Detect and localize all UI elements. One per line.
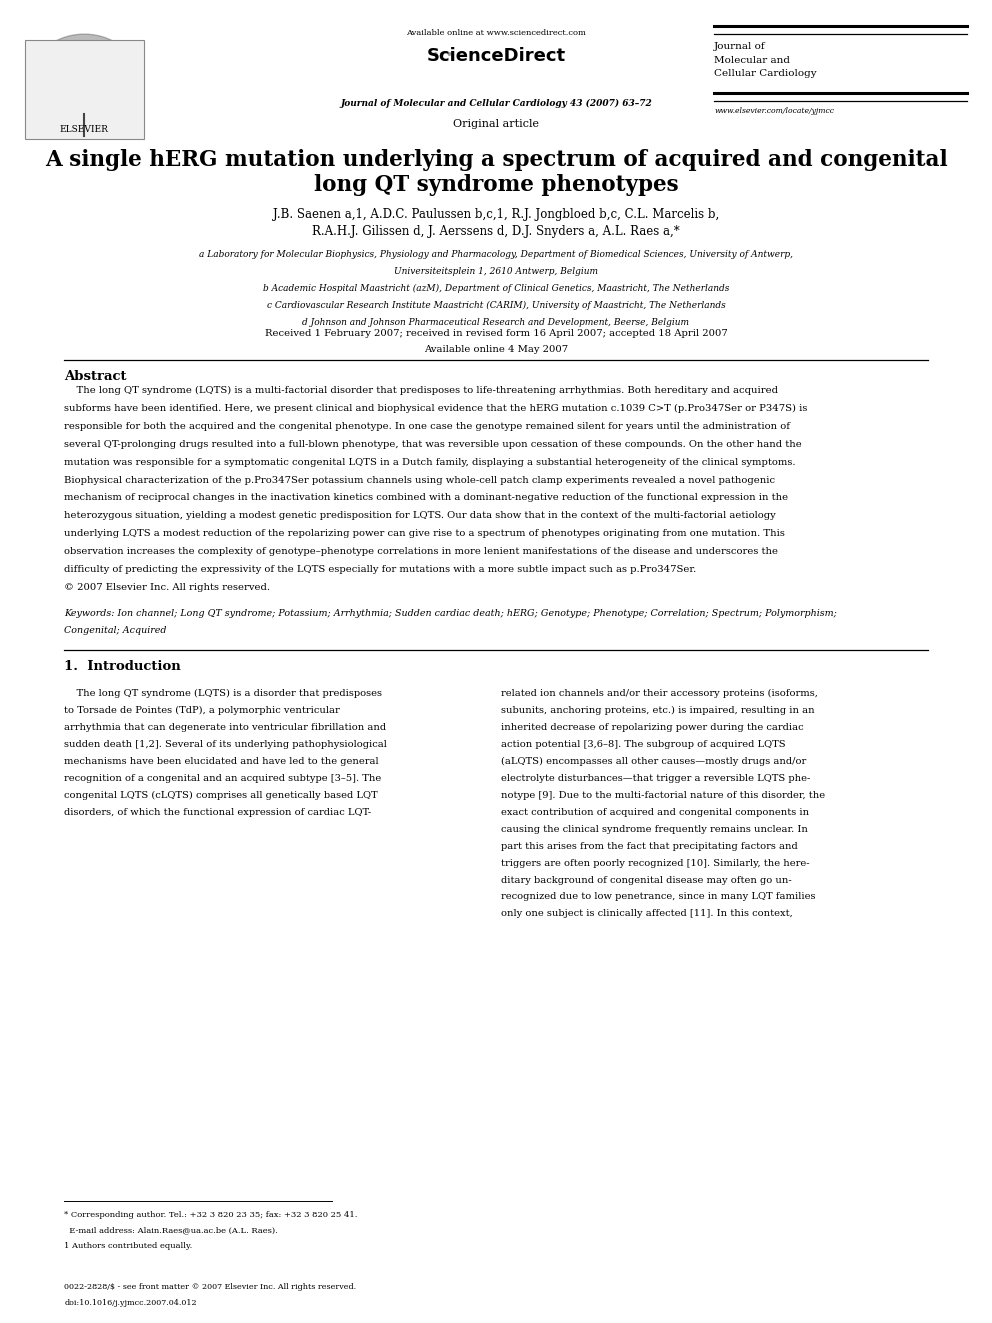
Text: Journal of
Molecular and
Cellular Cardiology: Journal of Molecular and Cellular Cardio… [714,42,816,78]
Text: recognition of a congenital and an acquired subtype [3–5]. The: recognition of a congenital and an acqui… [64,774,382,783]
Text: 1.  Introduction: 1. Introduction [64,660,182,673]
Text: triggers are often poorly recognized [10]. Similarly, the here-: triggers are often poorly recognized [10… [501,859,809,868]
Text: The long QT syndrome (LQTS) is a disorder that predisposes: The long QT syndrome (LQTS) is a disorde… [64,689,383,699]
Text: * Corresponding author. Tel.: +32 3 820 23 35; fax: +32 3 820 25 41.: * Corresponding author. Tel.: +32 3 820 … [64,1211,358,1218]
Text: www.elsevier.com/locate/yjmcc: www.elsevier.com/locate/yjmcc [714,107,834,115]
Text: d Johnson and Johnson Pharmaceutical Research and Development, Beerse, Belgium: d Johnson and Johnson Pharmaceutical Res… [303,319,689,327]
Text: Keywords: Ion channel; Long QT syndrome; Potassium; Arrhythmia; Sudden cardiac d: Keywords: Ion channel; Long QT syndrome;… [64,609,837,618]
Text: b Academic Hospital Maastricht (azM), Department of Clinical Genetics, Maastrich: b Academic Hospital Maastricht (azM), De… [263,284,729,292]
Text: action potential [3,6–8]. The subgroup of acquired LQTS: action potential [3,6–8]. The subgroup o… [501,740,786,749]
Text: related ion channels and/or their accessory proteins (isoforms,: related ion channels and/or their access… [501,689,817,699]
Text: electrolyte disturbances—that trigger a reversible LQTS phe-: electrolyte disturbances—that trigger a … [501,774,810,783]
Text: Available online 4 May 2007: Available online 4 May 2007 [424,345,568,353]
Text: only one subject is clinically affected [11]. In this context,: only one subject is clinically affected … [501,909,793,918]
Text: E-mail address: Alain.Raes@ua.ac.be (A.L. Raes).: E-mail address: Alain.Raes@ua.ac.be (A.L… [64,1226,278,1234]
Text: recognized due to low penetrance, since in many LQT families: recognized due to low penetrance, since … [501,893,815,901]
Text: arrhythmia that can degenerate into ventricular fibrillation and: arrhythmia that can degenerate into vent… [64,724,387,732]
Text: mutation was responsible for a symptomatic congenital LQTS in a Dutch family, di: mutation was responsible for a symptomat… [64,458,796,467]
Text: heterozygous situation, yielding a modest genetic predisposition for LQTS. Our d: heterozygous situation, yielding a modes… [64,512,776,520]
Text: ELSEVIER: ELSEVIER [60,124,109,134]
Text: subforms have been identified. Here, we present clinical and biophysical evidenc: subforms have been identified. Here, we … [64,405,807,413]
Text: •••: ••• [432,49,453,62]
Text: part this arises from the fact that precipitating factors and: part this arises from the fact that prec… [501,841,798,851]
Text: underlying LQTS a modest reduction of the repolarizing power can give rise to a : underlying LQTS a modest reduction of th… [64,529,786,538]
Text: ditary background of congenital disease may often go un-: ditary background of congenital disease … [501,876,792,885]
Text: mechanisms have been elucidated and have led to the general: mechanisms have been elucidated and have… [64,757,379,766]
Text: Original article: Original article [453,119,539,130]
Text: ScienceDirect: ScienceDirect [427,46,565,65]
Bar [25,40,144,139]
Polygon shape [28,34,141,85]
Text: mechanism of reciprocal changes in the inactivation kinetics combined with a dom: mechanism of reciprocal changes in the i… [64,493,789,503]
Text: © 2007 Elsevier Inc. All rights reserved.: © 2007 Elsevier Inc. All rights reserved… [64,582,271,591]
Text: A single hERG mutation underlying a spectrum of acquired and congenital: A single hERG mutation underlying a spec… [45,149,947,171]
Text: a Laboratory for Molecular Biophysics, Physiology and Pharmacology, Department o: a Laboratory for Molecular Biophysics, P… [199,250,793,258]
Text: doi:10.1016/j.yjmcc.2007.04.012: doi:10.1016/j.yjmcc.2007.04.012 [64,1299,197,1307]
Text: Universiteitsplein 1, 2610 Antwerp, Belgium: Universiteitsplein 1, 2610 Antwerp, Belg… [394,267,598,275]
Text: disorders, of which the functional expression of cardiac LQT-: disorders, of which the functional expre… [64,808,372,816]
Text: (aLQTS) encompasses all other causes—mostly drugs and/or: (aLQTS) encompasses all other causes—mos… [501,757,806,766]
Text: causing the clinical syndrome frequently remains unclear. In: causing the clinical syndrome frequently… [501,824,807,833]
Text: observation increases the complexity of genotype–phenotype correlations in more : observation increases the complexity of … [64,548,779,556]
Text: difficulty of predicting the expressivity of the LQTS especially for mutations w: difficulty of predicting the expressivit… [64,565,696,574]
Text: Available online at www.sciencedirect.com: Available online at www.sciencedirect.co… [406,29,586,37]
Polygon shape [44,49,125,85]
Text: J.B. Saenen a,1, A.D.C. Paulussen b,c,1, R.J. Jongbloed b,c, C.L. Marcelis b,: J.B. Saenen a,1, A.D.C. Paulussen b,c,1,… [273,208,719,221]
Text: The long QT syndrome (LQTS) is a multi-factorial disorder that predisposes to li: The long QT syndrome (LQTS) is a multi-f… [64,386,779,396]
Text: several QT-prolonging drugs resulted into a full-blown phenotype, that was rever: several QT-prolonging drugs resulted int… [64,439,803,448]
Text: Journal of Molecular and Cellular Cardiology 43 (2007) 63–72: Journal of Molecular and Cellular Cardio… [340,99,652,107]
Text: responsible for both the acquired and the congenital phenotype. In one case the : responsible for both the acquired and th… [64,422,791,431]
Text: c Cardiovascular Research Institute Maastricht (CARIM), University of Maastricht: c Cardiovascular Research Institute Maas… [267,302,725,310]
Text: Received 1 February 2007; received in revised form 16 April 2007; accepted 18 Ap: Received 1 February 2007; received in re… [265,329,727,337]
Text: sudden death [1,2]. Several of its underlying pathophysiological: sudden death [1,2]. Several of its under… [64,740,387,749]
Text: notype [9]. Due to the multi-factorial nature of this disorder, the: notype [9]. Due to the multi-factorial n… [501,791,825,800]
Text: Abstract: Abstract [64,370,127,384]
Text: congenital LQTS (cLQTS) comprises all genetically based LQT: congenital LQTS (cLQTS) comprises all ge… [64,791,378,800]
Text: R.A.H.J. Gilissen d, J. Aerssens d, D.J. Snyders a, A.L. Raes a,*: R.A.H.J. Gilissen d, J. Aerssens d, D.J.… [312,225,680,238]
Text: subunits, anchoring proteins, etc.) is impaired, resulting in an: subunits, anchoring proteins, etc.) is i… [501,706,814,716]
Text: to Torsade de Pointes (TdP), a polymorphic ventricular: to Torsade de Pointes (TdP), a polymorph… [64,706,340,716]
Text: 1 Authors contributed equally.: 1 Authors contributed equally. [64,1242,192,1250]
Text: Biophysical characterization of the p.Pro347Ser potassium channels using whole-c: Biophysical characterization of the p.Pr… [64,476,776,484]
Text: 0022-2828/$ - see front matter © 2007 Elsevier Inc. All rights reserved.: 0022-2828/$ - see front matter © 2007 El… [64,1283,356,1291]
Text: inherited decrease of repolarizing power during the cardiac: inherited decrease of repolarizing power… [501,724,804,732]
Text: Congenital; Acquired: Congenital; Acquired [64,626,167,635]
Polygon shape [58,61,111,85]
Text: exact contribution of acquired and congenital components in: exact contribution of acquired and conge… [501,808,809,816]
Text: long QT syndrome phenotypes: long QT syndrome phenotypes [313,175,679,196]
